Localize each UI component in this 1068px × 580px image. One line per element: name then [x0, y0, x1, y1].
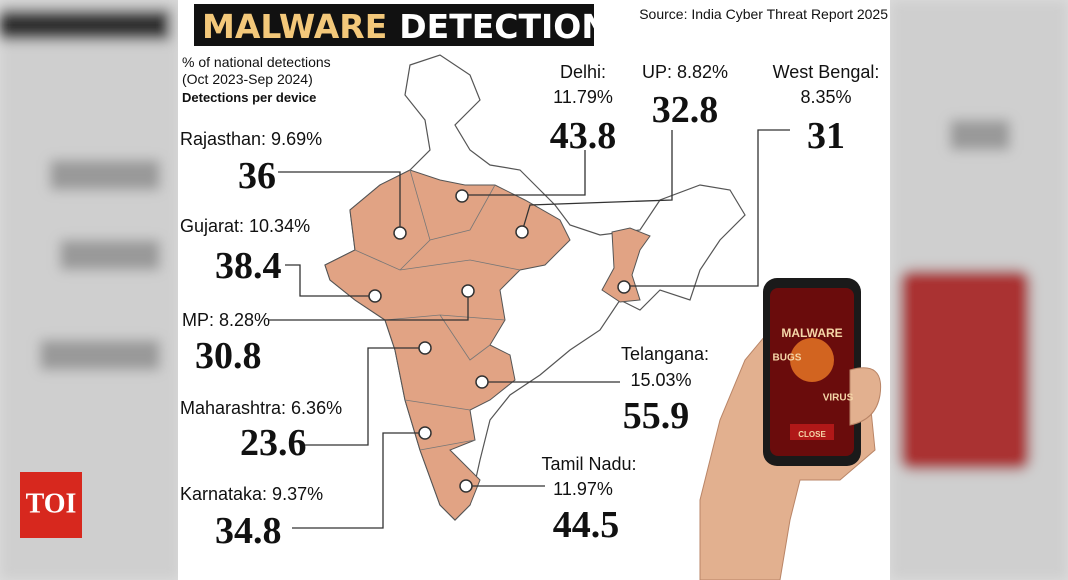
state-label: Rajasthan: 9.69% [180, 129, 322, 149]
state-label: Tamil Nadu: [541, 454, 636, 474]
legend-line: (Oct 2023-Sep 2024) [182, 71, 313, 87]
state-label: Telangana: [621, 344, 709, 364]
title: MALWARE DETECTION [202, 7, 609, 46]
detections-per-device: 31 [807, 115, 845, 157]
phone-label: MALWARE [781, 326, 842, 340]
logo-box [20, 472, 82, 538]
title-part1: MALWARE [202, 7, 387, 46]
phone-label: CLOSE [798, 430, 826, 439]
state-borders [354, 169, 521, 451]
state-label: 11.97% [553, 479, 613, 499]
detections-per-device: 34.8 [215, 510, 282, 552]
state-label: West Bengal: [773, 62, 880, 82]
highlighted-west-bengal [601, 227, 651, 303]
state-label: 15.03% [630, 370, 691, 390]
detections-per-device: 38.4 [215, 245, 282, 287]
detections-per-device: 30.8 [195, 335, 262, 377]
state-label: Gujarat: 10.34% [180, 216, 310, 236]
logo: TOI [26, 488, 77, 519]
state-label: UP: 8.82% [642, 62, 728, 82]
title-part2: DETECTION [399, 7, 609, 46]
title-box [194, 4, 594, 46]
source: Source: India Cyber Threat Report 2025 [639, 6, 888, 22]
legend-line: Detections per device [182, 90, 316, 105]
phone-label: VIRUS [823, 393, 854, 404]
detections-per-device: 23.6 [240, 422, 307, 464]
detections-per-device: 43.8 [550, 115, 617, 157]
detections-per-device: 36 [238, 155, 276, 197]
state-label: Karnataka: 9.37% [180, 484, 323, 504]
phone [699, 278, 882, 580]
connectors [268, 129, 790, 529]
highlighted-states [324, 169, 571, 521]
state-label: Maharashtra: 6.36% [180, 398, 342, 418]
state-label: Delhi: [560, 62, 606, 82]
phone-label: BUGS [773, 353, 802, 364]
state-label: 11.79% [553, 87, 613, 107]
detections-per-device: 55.9 [623, 395, 690, 437]
state-label: 8.35% [800, 87, 851, 107]
detections-per-device: 32.8 [652, 89, 719, 131]
detections-per-device: 44.5 [553, 504, 620, 546]
legend-line: % of national detections [182, 54, 331, 70]
state-label: MP: 8.28% [182, 310, 270, 330]
